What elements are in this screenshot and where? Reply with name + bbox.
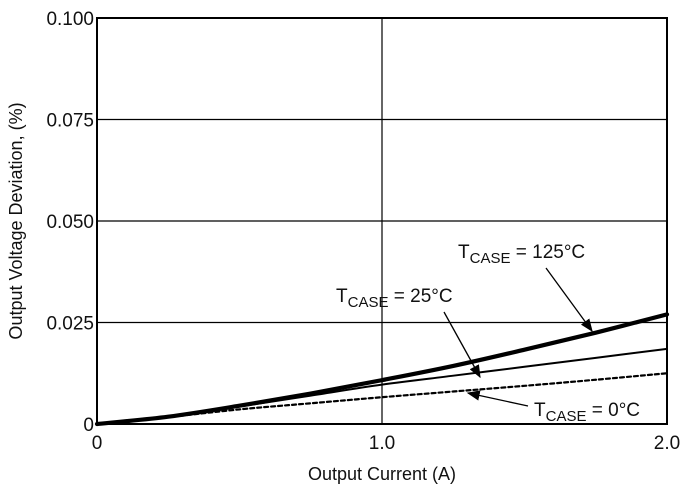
y-tick-label: 0.025 — [46, 314, 94, 335]
y-tick-labels: 0 0.025 0.050 0.075 0.100 — [46, 9, 94, 436]
y-tick-label: 0 — [83, 415, 94, 436]
y-tick-label: 0.050 — [46, 212, 94, 233]
arrow-0c — [466, 390, 529, 407]
series-label-0c: TCASE = 0°C — [534, 400, 640, 425]
series-layer — [94, 312, 670, 427]
y-tick-label: 0.100 — [46, 9, 94, 30]
arrow-125c — [545, 267, 593, 333]
arrow-25c — [443, 311, 481, 379]
grid — [97, 18, 667, 424]
x-tick-label: 2.0 — [654, 433, 680, 454]
y-axis-label: Output Voltage Deviation, (%) — [6, 102, 26, 339]
x-axis-label: Output Current (A) — [308, 464, 456, 484]
series-label-25c: TCASE = 25°C — [336, 286, 453, 311]
series-line-2 — [95, 372, 669, 426]
series-label-125c: TCASE = 125°C — [458, 242, 585, 267]
x-tick-labels: 0 1.0 2.0 — [92, 433, 681, 454]
x-tick-label: 0 — [92, 433, 103, 454]
plot-frame — [96, 17, 668, 425]
y-tick-label: 0.075 — [46, 111, 94, 132]
x-tick-label: 1.0 — [369, 433, 395, 454]
